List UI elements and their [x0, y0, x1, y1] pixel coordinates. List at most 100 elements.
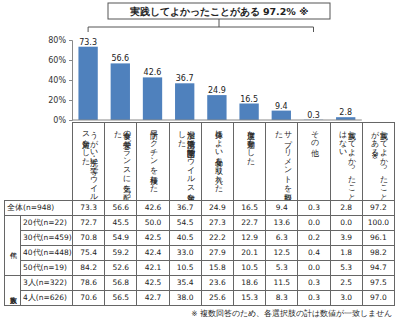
- data-cell: 0.0: [297, 215, 330, 231]
- data-cell: 72.7: [72, 215, 105, 231]
- data-cell: 97.0: [362, 290, 395, 306]
- tick: 20%: [48, 96, 72, 105]
- axis-line: [69, 41, 73, 121]
- cell-value: 97.5: [370, 279, 387, 287]
- chart-root: 0%20%40%60%80%73.356.642.636.724.916.59.…: [0, 0, 400, 329]
- data-cell: 50.0: [136, 215, 169, 231]
- cell-value: 75.4: [80, 249, 97, 257]
- cell-value: 25.6: [209, 294, 226, 302]
- data-cell: 56.6: [104, 200, 137, 216]
- data-cell: 98.2: [362, 245, 395, 261]
- bar: [143, 77, 162, 120]
- cell-value: 96.1: [370, 234, 387, 242]
- data-labels: 73.356.642.636.724.916.59.40.32.8: [79, 38, 352, 120]
- data-cell: 5.3: [330, 260, 363, 276]
- cell-value: 54.9: [112, 234, 129, 242]
- tick-mark: [69, 120, 72, 121]
- cell-value: 50.0: [145, 219, 162, 227]
- data-label: 0.3: [307, 111, 320, 120]
- tick-label: 20%: [48, 96, 66, 105]
- row-label: 20代(n=22): [23, 219, 67, 227]
- data-cell: 96.1: [362, 230, 395, 246]
- cell-value: 22.2: [209, 234, 226, 242]
- data-cell: 5.3: [265, 260, 298, 276]
- data-cell: 0.4: [297, 245, 330, 261]
- y-axis: 0%20%40%60%80%: [48, 36, 72, 125]
- row-label: 全体(n=948): [7, 204, 54, 212]
- data-cell: 52.6: [104, 260, 137, 276]
- header-label: 実践してよかったことがある※: [370, 125, 388, 199]
- data-cell: 97.2: [362, 200, 395, 216]
- data-cell: 56.8: [104, 275, 137, 291]
- cell-value: 98.2: [370, 249, 387, 257]
- header-label: その他: [310, 125, 319, 199]
- cell-value: 15.3: [241, 294, 258, 302]
- data-cell: 22.2: [201, 230, 234, 246]
- data-cell: 23.6: [201, 275, 234, 291]
- cell-value: 0.0: [340, 219, 352, 227]
- row-label: 4人(n=626): [23, 294, 67, 302]
- cell-value: 12.9: [241, 234, 258, 242]
- cell-value: 18.6: [241, 279, 258, 287]
- data-cell: 42.1: [136, 260, 169, 276]
- cell-value: 54.5: [177, 219, 194, 227]
- cell-value: 13.6: [273, 219, 290, 227]
- header-cell: 加湿や空気清浄で空間除菌でウイルス対策をした: [169, 122, 202, 201]
- group-label-cell: 年代: [4, 215, 21, 276]
- data-cell: 35.4: [169, 275, 202, 291]
- cell-value: 5.3: [276, 264, 288, 272]
- header-label: うがい・手洗い等でウイルス対策をした: [80, 125, 98, 199]
- row-label-cell: 50代(n=19): [20, 260, 73, 276]
- data-cell: 42.5: [136, 275, 169, 291]
- cell-value: 35.4: [177, 279, 194, 287]
- bar: [78, 47, 97, 120]
- cell-value: 0.3: [308, 294, 320, 302]
- data-label: 2.8: [339, 108, 352, 117]
- cell-value: 70.6: [80, 294, 97, 302]
- data-cell: 2.8: [330, 200, 363, 216]
- cell-value: 10.5: [177, 264, 194, 272]
- data-cell: 24.9: [201, 200, 234, 216]
- cell-value: 1.8: [340, 249, 352, 257]
- cell-value: 42.5: [145, 279, 162, 287]
- cell-value: 0.0: [308, 264, 320, 272]
- cell-value: 42.5: [145, 234, 162, 242]
- data-cell: 13.6: [265, 215, 298, 231]
- cell-value: 56.8: [112, 279, 129, 287]
- bar: [272, 111, 291, 120]
- cell-value: 42.7: [145, 294, 162, 302]
- header-label: サプリメントを摂取した: [273, 125, 291, 199]
- cell-value: 2.8: [340, 204, 352, 212]
- data-cell: 70.6: [72, 290, 105, 306]
- cell-value: 24.9: [209, 204, 226, 212]
- cell-value: 84.2: [80, 264, 97, 272]
- data-cell: 56.5: [104, 290, 137, 306]
- cell-value: 23.6: [209, 279, 226, 287]
- cell-value: 12.5: [273, 249, 290, 257]
- data-cell: 54.5: [169, 215, 202, 231]
- row-label-cell: 全体(n=948): [4, 200, 73, 216]
- data-cell: 45.5: [104, 215, 137, 231]
- data-cell: 42.6: [136, 200, 169, 216]
- data-cell: 94.7: [362, 260, 395, 276]
- data-cell: 22.7: [233, 215, 266, 231]
- data-label: 16.5: [240, 95, 258, 104]
- cell-value: 0.2: [308, 234, 320, 242]
- data-cell: 54.9: [104, 230, 137, 246]
- data-cell: 70.8: [72, 230, 105, 246]
- header-label: 食事の栄養バランスに気を配った: [112, 125, 130, 199]
- data-cell: 100.0: [362, 215, 395, 231]
- tick-label: 40%: [48, 76, 66, 85]
- tick-mark: [69, 100, 72, 101]
- data-cell: 3.9: [330, 230, 363, 246]
- data-cell: 59.2: [104, 245, 137, 261]
- cell-value: 100.0: [368, 219, 389, 227]
- cell-value: 9.4: [276, 204, 288, 212]
- data-cell: 42.5: [136, 230, 169, 246]
- data-cell: 0.3: [297, 200, 330, 216]
- header-cell: 実践してよかったことはない: [330, 122, 363, 201]
- tick: 40%: [48, 76, 72, 85]
- bars: [78, 47, 355, 120]
- row-label: 50代(n=19): [23, 264, 67, 272]
- data-cell: 33.0: [169, 245, 202, 261]
